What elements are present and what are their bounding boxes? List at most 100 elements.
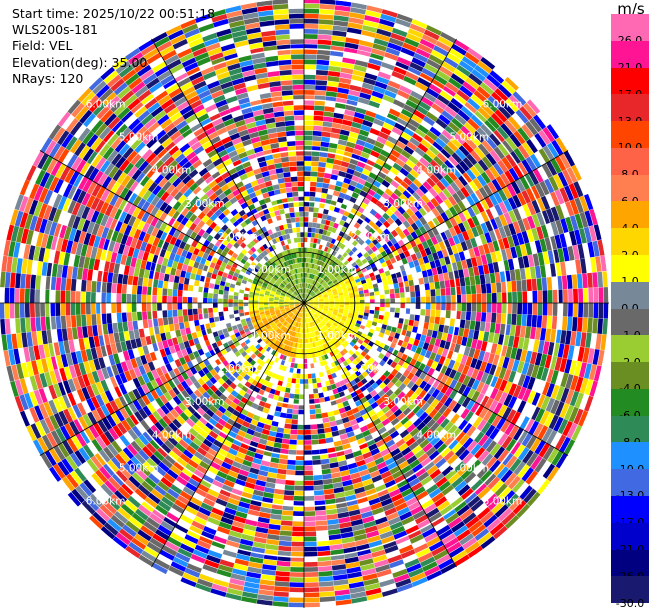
velocity-gate bbox=[128, 516, 143, 529]
velocity-gate bbox=[370, 275, 376, 281]
velocity-gate bbox=[293, 310, 298, 314]
velocity-gate bbox=[179, 490, 193, 501]
velocity-gate bbox=[82, 373, 91, 387]
velocity-gate bbox=[535, 183, 545, 198]
velocity-gate bbox=[593, 365, 602, 382]
velocity-gate bbox=[199, 460, 210, 470]
velocity-gate bbox=[323, 284, 329, 288]
velocity-gate bbox=[140, 355, 148, 365]
velocity-gate bbox=[39, 419, 51, 435]
velocity-gate bbox=[532, 303, 538, 315]
velocity-gate bbox=[330, 549, 344, 556]
velocity-gate bbox=[564, 359, 572, 374]
velocity-gate bbox=[198, 313, 204, 320]
velocity-gate bbox=[111, 473, 125, 486]
velocity-gate bbox=[327, 280, 333, 285]
velocity-gate bbox=[583, 303, 589, 318]
velocity-gate bbox=[384, 457, 396, 466]
velocity-gate bbox=[273, 596, 289, 602]
velocity-gate bbox=[380, 303, 385, 308]
velocity-gate bbox=[175, 428, 185, 439]
velocity-gate bbox=[259, 354, 266, 361]
velocity-gate bbox=[250, 359, 256, 366]
velocity-gate bbox=[276, 473, 286, 480]
velocity-gate bbox=[239, 312, 245, 317]
velocity-gate bbox=[460, 468, 473, 480]
velocity-gate bbox=[351, 192, 359, 199]
velocity-gate bbox=[209, 368, 218, 377]
velocity-gate bbox=[563, 150, 576, 167]
velocity-gate bbox=[152, 295, 157, 303]
velocity-gate bbox=[311, 161, 319, 167]
velocity-gate bbox=[425, 289, 431, 297]
velocity-gate bbox=[221, 426, 231, 435]
velocity-gate bbox=[465, 77, 480, 90]
velocity-gate bbox=[288, 346, 293, 352]
velocity-gate bbox=[571, 425, 583, 441]
velocity-gate bbox=[544, 237, 553, 251]
velocity-gate bbox=[110, 376, 119, 388]
velocity-gate bbox=[438, 324, 445, 333]
velocity-gate bbox=[359, 296, 365, 300]
velocity-gate bbox=[351, 423, 360, 431]
velocity-gate bbox=[192, 549, 208, 559]
velocity-gate bbox=[395, 456, 407, 466]
velocity-gate bbox=[239, 425, 249, 433]
velocity-gate bbox=[330, 316, 336, 321]
velocity-gate bbox=[403, 420, 413, 429]
velocity-gate bbox=[93, 335, 101, 348]
velocity-gate bbox=[393, 145, 404, 154]
velocity-gate bbox=[584, 193, 594, 210]
velocity-gate bbox=[293, 511, 304, 516]
velocity-gate bbox=[343, 332, 349, 338]
velocity-gate bbox=[332, 569, 347, 576]
velocity-gate bbox=[338, 294, 344, 298]
velocity-gate bbox=[456, 294, 462, 303]
velocity-gate bbox=[101, 292, 106, 303]
velocity-gate bbox=[286, 317, 291, 322]
velocity-gate bbox=[454, 113, 467, 126]
velocity-gate bbox=[307, 317, 310, 323]
velocity-gate bbox=[279, 304, 284, 306]
velocity-gate bbox=[193, 451, 205, 461]
velocity-gate bbox=[1, 255, 8, 272]
velocity-gate bbox=[328, 415, 336, 422]
velocity-gate bbox=[159, 384, 168, 395]
velocity-gate bbox=[461, 259, 468, 269]
velocity-gate bbox=[462, 172, 473, 184]
velocity-gate bbox=[331, 288, 337, 292]
velocity-gate bbox=[565, 201, 575, 217]
velocity-gate bbox=[363, 578, 379, 586]
velocity-gate bbox=[515, 178, 526, 192]
velocity-gate bbox=[533, 114, 546, 130]
velocity-gate bbox=[310, 322, 313, 327]
velocity-gate bbox=[475, 370, 484, 382]
velocity-gate bbox=[356, 161, 366, 169]
velocity-gate bbox=[274, 305, 279, 308]
velocity-gate bbox=[318, 260, 323, 266]
velocity-gate bbox=[380, 149, 390, 158]
velocity-gate bbox=[217, 329, 224, 336]
velocity-gate bbox=[542, 463, 556, 479]
velocity-gate bbox=[463, 328, 470, 338]
velocity-gate bbox=[597, 271, 603, 288]
velocity-gate bbox=[329, 394, 336, 401]
velocity-gate bbox=[132, 388, 142, 400]
velocity-gate bbox=[415, 290, 421, 297]
velocity-gate bbox=[263, 329, 269, 335]
velocity-gate bbox=[427, 367, 435, 377]
velocity-gate bbox=[315, 80, 328, 86]
velocity-gate bbox=[351, 353, 358, 360]
velocity-gate bbox=[478, 434, 489, 447]
velocity-gate bbox=[376, 76, 390, 85]
velocity-gate bbox=[234, 558, 249, 566]
velocity-gate bbox=[267, 371, 273, 377]
velocity-gate bbox=[511, 234, 520, 247]
velocity-gate bbox=[312, 248, 316, 254]
velocity-gate bbox=[471, 69, 486, 82]
velocity-gate bbox=[239, 371, 247, 378]
velocity-gate bbox=[559, 233, 567, 248]
velocity-gate bbox=[323, 269, 328, 275]
velocity-gate bbox=[236, 506, 249, 514]
velocity-gate bbox=[346, 431, 355, 438]
